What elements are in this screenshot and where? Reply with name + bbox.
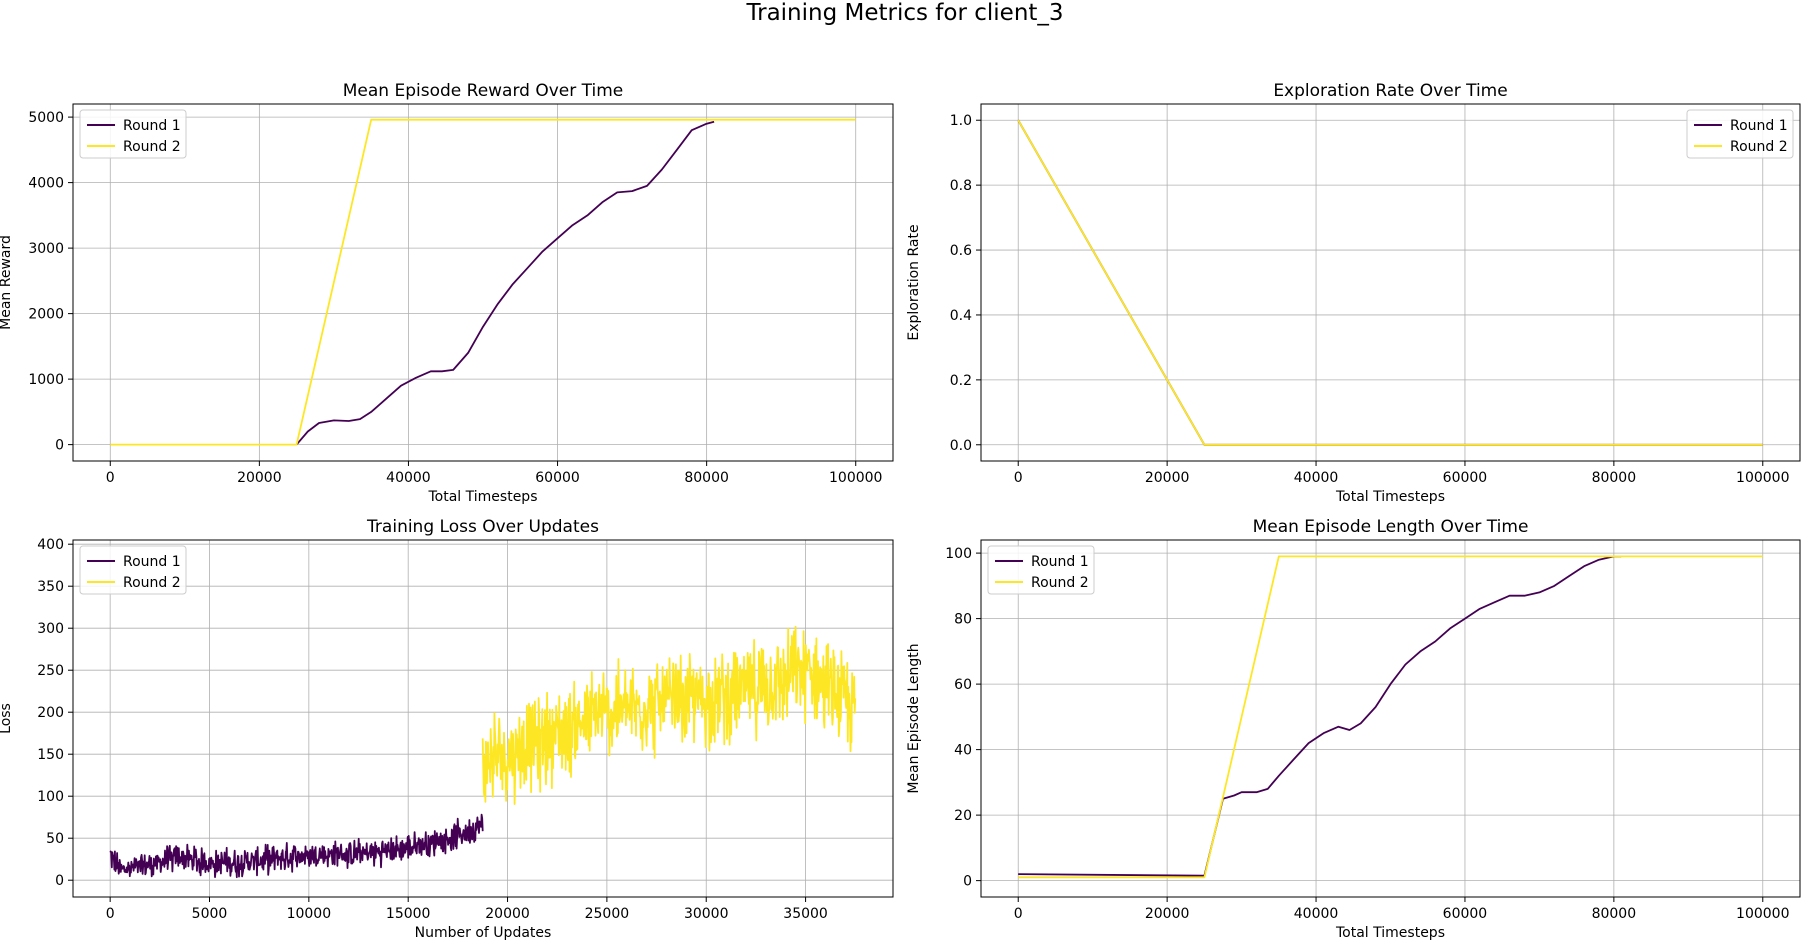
series-line-round-1: [1018, 555, 1622, 877]
x-tick-label: 40000: [1294, 906, 1339, 922]
x-tick-label: 40000: [1294, 470, 1339, 486]
y-tick-label: 0: [55, 438, 64, 454]
y-tick-label: 20: [954, 808, 972, 824]
x-tick-label: 80000: [684, 470, 729, 486]
y-tick-label: 60: [954, 677, 972, 693]
series-line-round-2: [1018, 555, 1763, 879]
x-tick-label: 25000: [585, 906, 630, 922]
legend: Round 1 Round 2: [79, 109, 187, 159]
chart-length: 0 20000 40000 60000 80000 100000 0 20 40 60 80 100 M…: [906, 517, 1801, 941]
series-line-round-1: [295, 120, 715, 446]
y-tick-label: 4000: [28, 176, 64, 192]
x-tick-label: 0: [106, 906, 115, 922]
series-line-round-1: [109, 813, 484, 879]
x-tick-label: 100000: [1736, 470, 1789, 486]
y-tick-label: 1000: [28, 372, 64, 388]
axes-frame: [72, 103, 894, 462]
x-axis-label: Total Timesteps: [1335, 925, 1445, 941]
x-axis-label: Total Timesteps: [1335, 489, 1445, 505]
x-tick-label: 0: [1014, 470, 1023, 486]
x-tick-label: 35000: [783, 906, 828, 922]
x-tick-label: 60000: [1443, 470, 1488, 486]
series-line-round-2: [110, 118, 856, 446]
y-axis-label: Mean Episode Length: [906, 643, 922, 793]
x-tick-label: 80000: [1592, 906, 1637, 922]
chart-exploration: 0 20000 40000 60000 80000 100000 0.0 0.2 0.4 0.6 0…: [906, 81, 1801, 505]
y-tick-label: 50: [46, 831, 64, 847]
x-tick-label: 80000: [1592, 470, 1637, 486]
chart-title: Exploration Rate Over Time: [1273, 81, 1507, 101]
legend: Round 1 Round 2: [79, 545, 187, 595]
y-tick-label: 300: [37, 621, 64, 637]
legend: Round 1 Round 2: [987, 545, 1095, 595]
y-tick-label: 1.0: [950, 113, 972, 129]
plot-area: [110, 118, 856, 446]
chart-loss: 0 5000 10000 15000 20000 25000 30000 35000 0 50 10…: [0, 517, 894, 941]
axes-frame: [980, 103, 1801, 462]
legend-label: Round 1: [1031, 554, 1089, 570]
y-tick-label: 400: [37, 537, 64, 553]
y-axis-label: Exploration Rate: [906, 224, 922, 340]
x-tick-label: 100000: [829, 470, 882, 486]
plot-area: [109, 625, 857, 879]
y-tick-label: 0: [55, 873, 64, 889]
y-tick-label: 350: [37, 579, 64, 595]
legend-label: Round 2: [123, 139, 181, 155]
y-axis-label: Loss: [0, 703, 14, 734]
legend-label: Round 1: [123, 554, 181, 570]
x-tick-label: 20000: [1145, 470, 1190, 486]
y-axis-label: Mean Reward: [0, 235, 14, 330]
legend-label: Round 1: [1730, 118, 1788, 134]
legend-label: Round 2: [1031, 575, 1089, 591]
x-tick-label: 15000: [386, 906, 431, 922]
axes-frame: [72, 539, 894, 898]
y-tick-label: 150: [37, 747, 64, 763]
legend-label: Round 2: [123, 575, 181, 591]
series-line-round-2: [1017, 119, 1763, 446]
x-axis-label: Number of Updates: [415, 925, 552, 941]
y-tick-label: 2000: [28, 307, 64, 323]
y-tick-label: 100: [37, 789, 64, 805]
chart-reward: 0 20000 40000 60000 80000 100000 0 1000 2000 3000…: [0, 81, 894, 505]
y-tick-label: 0.2: [950, 373, 972, 389]
x-tick-label: 20000: [1145, 906, 1190, 922]
legend-label: Round 2: [1730, 139, 1788, 155]
legend-label: Round 1: [123, 118, 181, 134]
chart-title: Mean Episode Reward Over Time: [343, 81, 624, 101]
x-tick-label: 100000: [1736, 906, 1789, 922]
x-tick-label: 30000: [684, 906, 729, 922]
x-tick-label: 20000: [237, 470, 282, 486]
figure-title: Training Metrics for client_3: [746, 0, 1064, 26]
x-axis-label: Total Timesteps: [428, 489, 538, 505]
x-tick-label: 0: [106, 470, 115, 486]
x-tick-label: 40000: [386, 470, 431, 486]
y-tick-label: 3000: [28, 241, 64, 257]
y-tick-label: 0.0: [950, 438, 972, 454]
x-tick-label: 60000: [535, 470, 580, 486]
series-line-round-1: [1017, 119, 1763, 446]
legend: Round 1 Round 2: [1686, 109, 1794, 159]
x-tick-label: 20000: [485, 906, 530, 922]
x-tick-label: 5000: [192, 906, 228, 922]
plot-area: [1017, 119, 1763, 446]
x-tick-label: 0: [1014, 906, 1023, 922]
y-tick-label: 5000: [28, 110, 64, 126]
series-line-round-2: [481, 625, 857, 805]
chart-title: Mean Episode Length Over Time: [1253, 517, 1529, 537]
y-tick-label: 0.6: [950, 243, 972, 259]
x-tick-label: 10000: [287, 906, 332, 922]
y-tick-label: 0.8: [950, 178, 972, 194]
y-tick-label: 0: [963, 874, 972, 890]
y-tick-label: 100: [945, 546, 972, 562]
y-tick-label: 250: [37, 663, 64, 679]
y-tick-label: 200: [37, 705, 64, 721]
axes-frame: [980, 539, 1801, 898]
chart-title: Training Loss Over Updates: [366, 517, 599, 537]
y-tick-label: 80: [954, 612, 972, 628]
plot-area: [1018, 555, 1763, 879]
y-tick-label: 0.4: [950, 308, 972, 324]
y-tick-label: 40: [954, 743, 972, 759]
x-tick-label: 60000: [1443, 906, 1488, 922]
